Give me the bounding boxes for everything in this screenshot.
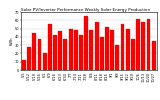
Bar xyxy=(105,27,109,70)
Bar xyxy=(74,30,78,70)
Bar xyxy=(53,35,57,70)
Text: Solar PV/Inverter Performance Weekly Solar Energy Production: Solar PV/Inverter Performance Weekly Sol… xyxy=(21,8,150,12)
Bar xyxy=(84,16,88,70)
Bar xyxy=(131,38,135,70)
Bar xyxy=(43,53,47,70)
Bar xyxy=(64,38,67,70)
Bar xyxy=(48,24,52,70)
Bar xyxy=(115,45,119,70)
Bar xyxy=(141,22,145,70)
Bar xyxy=(147,19,150,70)
Bar xyxy=(152,41,156,70)
Y-axis label: kWh: kWh xyxy=(10,37,14,45)
Bar xyxy=(136,19,140,70)
Bar xyxy=(58,31,62,70)
Bar xyxy=(79,35,83,70)
Bar xyxy=(22,60,26,70)
Bar xyxy=(100,37,104,70)
Bar xyxy=(69,29,73,70)
Bar xyxy=(89,30,93,70)
Bar xyxy=(121,24,124,70)
Bar xyxy=(27,47,31,70)
Bar xyxy=(95,22,99,70)
Bar xyxy=(110,30,114,70)
Bar xyxy=(38,38,41,70)
Bar xyxy=(32,33,36,70)
Bar xyxy=(126,29,130,70)
